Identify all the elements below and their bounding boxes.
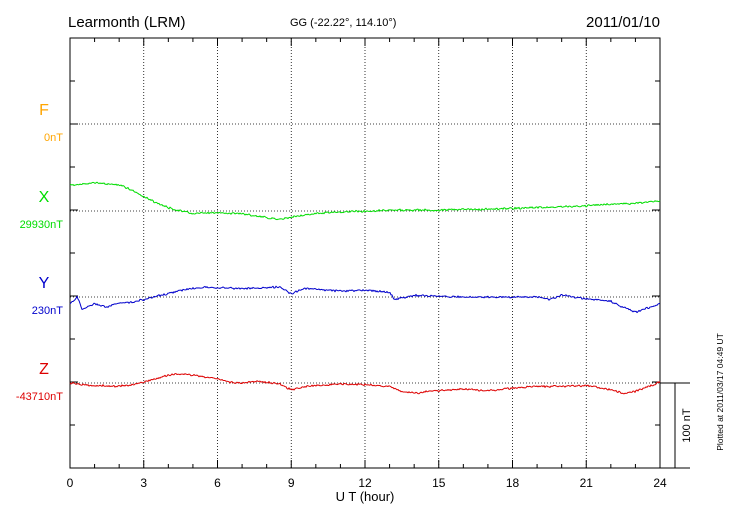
series-line-y xyxy=(69,285,661,314)
series-name-label: Z xyxy=(39,361,49,378)
series-layer xyxy=(69,181,661,395)
x-tick-label: 21 xyxy=(580,476,594,490)
x-tick-label: 6 xyxy=(214,476,221,490)
date-label: 2011/01/10 xyxy=(586,14,660,31)
station-title: Learmonth (LRM) xyxy=(68,14,186,31)
x-tick-label: 9 xyxy=(288,476,295,490)
series-baseline-label: 0nT xyxy=(44,132,63,144)
series-baseline-label: 29930nT xyxy=(20,219,64,231)
grid-layer xyxy=(70,38,660,468)
x-tick-label: 18 xyxy=(506,476,520,490)
coordinates-label: GG (-22.22°, 114.10°) xyxy=(290,17,396,29)
series-line-x xyxy=(69,181,661,221)
x-tick-label: 15 xyxy=(432,476,446,490)
series-name-label: X xyxy=(39,189,50,206)
series-name-label: F xyxy=(39,102,49,119)
plotted-at-note: Plotted at 2011/03/17 04:49 UT xyxy=(715,333,725,451)
series-baseline-label: -43710nT xyxy=(16,391,63,403)
x-tick-label: 0 xyxy=(67,476,74,490)
x-tick-label: 24 xyxy=(653,476,667,490)
series-baseline-label: 230nT xyxy=(32,305,63,317)
scale-bar: 100 nT xyxy=(660,382,693,469)
series-line-z xyxy=(69,373,661,395)
series-name-label: Y xyxy=(39,275,50,292)
plot-frame xyxy=(69,37,661,469)
x-axis-label: U T (hour) xyxy=(336,489,395,504)
labels-layer: 0 3 6 9 12 15 18 21 24 F 0nT X 29930nT Y 230nT Z -43710n… xyxy=(16,102,667,490)
x-tick-label: 3 xyxy=(140,476,147,490)
scale-bar-label: 100 nT xyxy=(681,408,693,443)
x-tick-label: 12 xyxy=(358,476,372,490)
ticks-layer xyxy=(69,38,661,468)
